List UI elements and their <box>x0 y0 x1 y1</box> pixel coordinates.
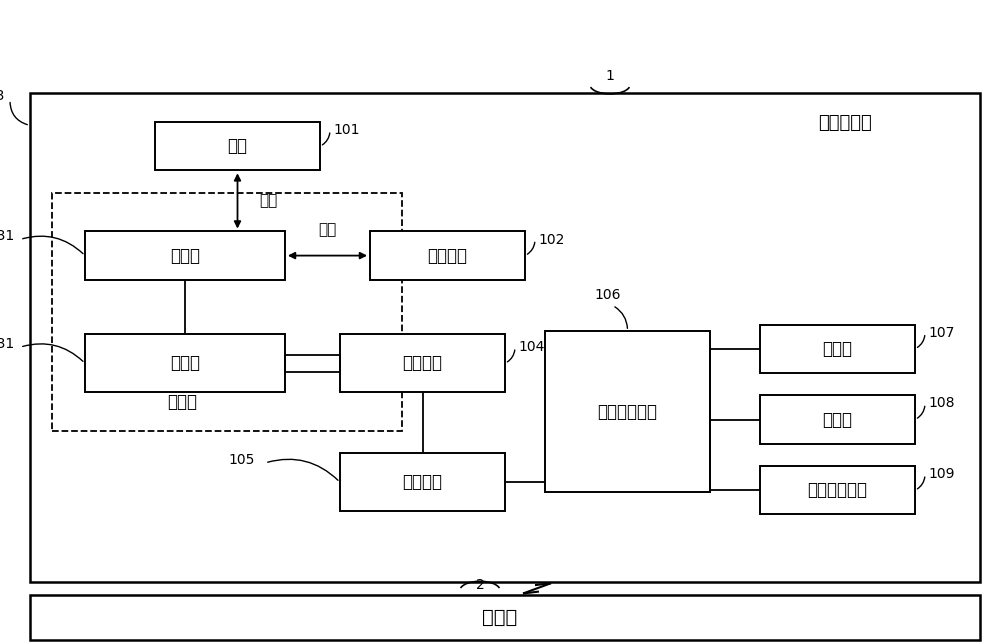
Text: 接收端: 接收端 <box>482 608 518 627</box>
Bar <box>30 93 980 582</box>
Text: 电压输出模块: 电压输出模块 <box>598 403 658 421</box>
Bar <box>760 325 915 373</box>
Bar <box>370 231 525 280</box>
Text: 105: 105 <box>229 453 255 467</box>
Text: 传动: 传动 <box>260 194 278 208</box>
Text: 1031: 1031 <box>0 230 15 243</box>
Text: 感应部: 感应部 <box>170 354 200 372</box>
Text: 109: 109 <box>928 467 954 481</box>
Bar <box>85 231 285 280</box>
Bar <box>545 331 710 492</box>
Text: 107: 107 <box>928 326 954 340</box>
Bar <box>30 595 980 640</box>
Text: 103: 103 <box>0 89 5 104</box>
Text: 1: 1 <box>606 69 614 83</box>
Bar <box>155 122 320 170</box>
Bar <box>340 453 505 511</box>
Text: 101: 101 <box>333 123 360 137</box>
Text: 2: 2 <box>476 578 484 592</box>
Text: 自发电开关: 自发电开关 <box>818 114 872 132</box>
Text: 处理器: 处理器 <box>822 411 852 428</box>
Bar <box>760 395 915 444</box>
Text: 106: 106 <box>594 288 621 302</box>
Text: 102: 102 <box>538 233 564 246</box>
Text: 复位部件: 复位部件 <box>428 247 468 264</box>
Text: 104: 104 <box>518 340 544 354</box>
Text: 发电机: 发电机 <box>167 393 197 411</box>
Text: 存储器: 存储器 <box>822 340 852 358</box>
Text: 无线通讯模块: 无线通讯模块 <box>808 482 868 499</box>
Text: 按键: 按键 <box>228 138 248 155</box>
Bar <box>52 193 402 431</box>
Bar <box>760 466 915 514</box>
Text: 传动: 传动 <box>318 222 337 237</box>
Text: 运动部: 运动部 <box>170 247 200 264</box>
Bar <box>340 334 505 392</box>
Text: 储能模块: 储能模块 <box>403 473 443 491</box>
Text: 整流模块: 整流模块 <box>403 354 443 372</box>
Text: 108: 108 <box>928 397 954 410</box>
Bar <box>85 334 285 392</box>
Text: 1031: 1031 <box>0 337 15 351</box>
